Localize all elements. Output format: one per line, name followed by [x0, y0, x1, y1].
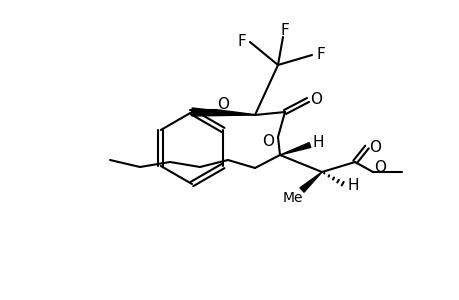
Text: F: F [316, 46, 325, 62]
Polygon shape [280, 142, 310, 155]
Text: F: F [280, 22, 289, 38]
Text: Me: Me [282, 191, 302, 205]
Polygon shape [191, 108, 254, 116]
Polygon shape [299, 172, 321, 192]
Text: F: F [237, 34, 246, 49]
Text: O: O [368, 140, 380, 154]
Text: H: H [312, 134, 323, 149]
Text: O: O [262, 134, 274, 148]
Text: O: O [309, 92, 321, 106]
Text: H: H [347, 178, 358, 193]
Text: O: O [217, 97, 229, 112]
Text: O: O [373, 160, 385, 175]
